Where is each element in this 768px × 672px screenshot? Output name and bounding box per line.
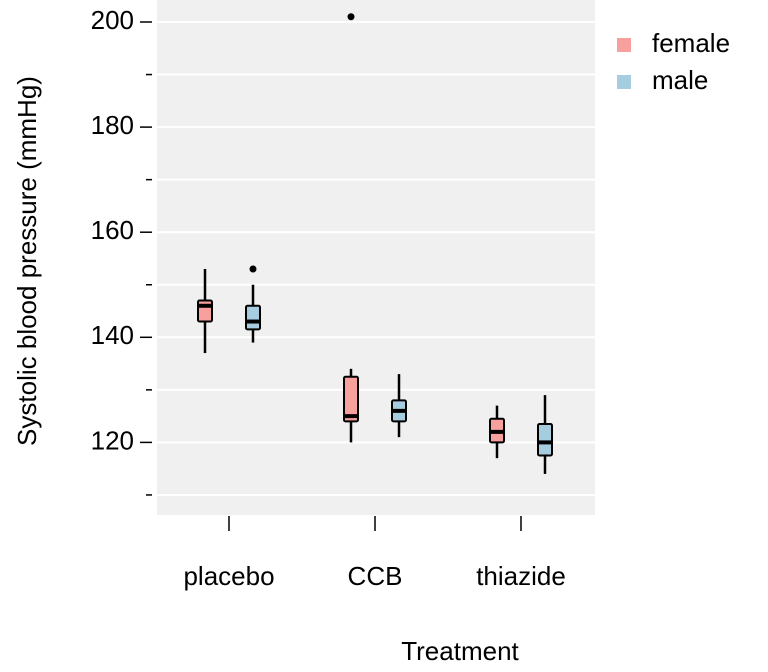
y-tick-label: 140: [91, 320, 134, 350]
legend-label-female: female: [652, 28, 730, 58]
x-tick-label: CCB: [348, 561, 403, 591]
axes: 120 140 160 180 200 placebo CCB thiazide: [91, 5, 566, 591]
box-series: [197, 13, 553, 474]
grid-lines: [157, 21, 595, 496]
box-body: [197, 299, 213, 323]
box-female-CCB: [343, 13, 359, 443]
box-female-thiazide: [489, 405, 505, 459]
y-tick-label: 180: [91, 110, 134, 140]
plot-panel: [157, 0, 595, 515]
y-tick-label: 200: [91, 5, 134, 35]
box-body: [245, 304, 261, 331]
y-axis-title: Systolic blood pressure (mmHg): [12, 76, 42, 446]
x-tick-label: placebo: [183, 561, 274, 591]
box-male-placebo: [245, 265, 261, 343]
box-female-placebo: [197, 268, 213, 354]
x-axis-title: Treatment: [401, 636, 519, 666]
legend: female male: [617, 28, 730, 95]
legend-label-male: male: [652, 65, 708, 95]
x-tick-label: thiazide: [476, 561, 566, 591]
box-body: [343, 375, 359, 423]
y-tick-label: 120: [91, 425, 134, 455]
legend-key-female: [617, 38, 631, 52]
box-male-CCB: [391, 374, 407, 438]
y-tick-label: 160: [91, 215, 134, 245]
outlier-point: [347, 13, 355, 21]
box-body: [537, 423, 553, 457]
outlier-point: [249, 265, 257, 273]
legend-key-male: [617, 75, 631, 89]
box-male-thiazide: [537, 395, 553, 474]
